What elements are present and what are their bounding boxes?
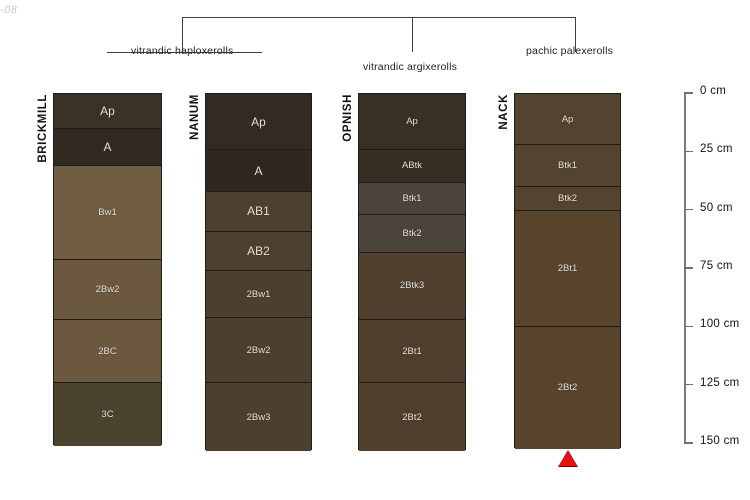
depth-axis-label: 75 cm — [700, 260, 733, 272]
soil-horizon[interactable]: ABtk — [359, 150, 465, 183]
depth-axis-tick — [684, 383, 693, 386]
horizon-label: Btk1 — [402, 192, 422, 204]
horizon-label: 2Btk3 — [399, 280, 425, 292]
horizon-label: 2Bt1 — [557, 262, 578, 274]
soil-horizon[interactable]: Btk1 — [515, 145, 620, 188]
horizon-label: 2BC — [98, 345, 117, 357]
soil-profile-nanum[interactable]: Ap A AB1 AB2 2Bw1 2Bw2 2Bw3 — [205, 93, 312, 451]
horizon-label: AB2 — [247, 243, 270, 258]
soil-horizon[interactable]: AB2 — [206, 231, 311, 272]
site-name-nanum: NANUM — [189, 94, 201, 140]
soil-horizon[interactable]: Btk2 — [359, 215, 465, 253]
soil-horizon[interactable]: 2Bt1 — [359, 320, 465, 384]
soil-profile-brickmill[interactable]: Ap A Bw1 2Bw2 2BC 3C — [53, 93, 162, 447]
soil-horizon[interactable]: Btk2 — [515, 187, 620, 211]
soil-horizon[interactable]: Btk1 — [359, 182, 465, 216]
depth-axis-tick — [684, 442, 693, 444]
depth-axis-label: 125 cm — [700, 376, 740, 389]
horizon-label: Ap — [251, 114, 266, 129]
horizon-label: Ap — [100, 104, 115, 118]
dendrogram-group-label: pachic palexerolls — [526, 45, 614, 57]
dendrogram-group-label: vitrandic haploxerolls — [131, 45, 234, 57]
horizon-label: 2Bt2 — [402, 411, 422, 423]
soil-horizon[interactable]: Bw1 — [54, 166, 161, 260]
soil-horizon[interactable]: Ap — [54, 94, 161, 129]
depth-axis-tick — [684, 92, 693, 94]
soil-horizon[interactable]: 2Bw2 — [206, 317, 311, 384]
soil-horizon[interactable]: 2Bt2 — [359, 383, 465, 451]
horizon-label: Btk1 — [557, 160, 577, 172]
horizon-label: Btk2 — [402, 227, 422, 239]
horizon-label: Ap — [561, 113, 574, 125]
dendrogram-group-label: vitrandic argixerolls — [363, 61, 458, 73]
soil-horizon[interactable]: A — [206, 150, 311, 192]
depth-axis-label: 100 cm — [700, 318, 740, 331]
soil-horizon[interactable]: 2Btk3 — [359, 252, 465, 321]
depth-axis-label: 150 cm — [700, 435, 740, 447]
soil-horizon[interactable]: AB1 — [206, 192, 311, 232]
horizon-label: ABtk — [401, 160, 423, 172]
site-name-brickmill: BRICKMILL — [37, 94, 49, 163]
site-name-nack: NACK — [498, 94, 510, 130]
depth-axis-tick — [684, 267, 693, 269]
red-triangle-marker[interactable] — [558, 450, 577, 466]
dendrogram-branch-0 — [182, 17, 183, 52]
depth-axis-tick — [684, 325, 693, 328]
depth-axis-label: 50 cm — [700, 201, 733, 214]
horizon-label: 2Bt1 — [402, 345, 422, 357]
soil-horizon[interactable]: Ap — [359, 94, 465, 150]
soil-horizon[interactable]: A — [54, 129, 161, 167]
dendrogram-branch-1 — [412, 17, 413, 52]
horizon-label: Btk2 — [557, 192, 577, 204]
horizon-label: 2Bw2 — [95, 283, 120, 295]
horizon-label: Bw1 — [98, 206, 117, 218]
dendrogram-branch-2 — [575, 17, 576, 52]
depth-axis-tick — [684, 150, 693, 153]
soil-horizon[interactable]: 2BC — [54, 320, 161, 384]
soil-horizon[interactable]: Ap — [515, 94, 620, 146]
soil-horizon[interactable]: 2Bt1 — [515, 210, 620, 328]
horizon-label: A — [103, 140, 112, 155]
horizon-label: 2Bw1 — [246, 288, 271, 300]
site-name-opnish: OPNISH — [342, 94, 354, 142]
depth-axis-tick — [684, 208, 693, 211]
soil-horizon[interactable]: Ap — [206, 94, 311, 150]
dendrogram-cluster-baseline-0 — [107, 52, 262, 53]
dendrogram-root-connector — [182, 17, 575, 18]
soil-horizon[interactable]: 2Bw2 — [54, 259, 161, 321]
soil-profile-nack[interactable]: Ap Btk1 Btk2 2Bt1 2Bt2 — [514, 93, 621, 449]
soil-horizon[interactable]: 2Bw1 — [206, 271, 311, 318]
horizon-label: 2Bw2 — [246, 344, 271, 356]
depth-axis-label: 0 cm — [700, 85, 727, 97]
horizon-label: A — [254, 163, 263, 178]
soil-horizon[interactable]: 2Bw3 — [206, 383, 311, 451]
horizon-label: AB1 — [247, 204, 270, 219]
horizon-label: 3C — [101, 409, 114, 421]
soil-horizon[interactable]: 2Bt2 — [515, 327, 620, 449]
depth-axis-label: 25 cm — [700, 143, 733, 156]
horizon-label: Ap — [406, 116, 418, 127]
horizon-label: 2Bt2 — [557, 382, 578, 394]
watermark-text: -08 — [0, 4, 18, 16]
soil-horizon[interactable]: 3C — [54, 383, 161, 447]
horizon-label: 2Bw3 — [246, 411, 271, 423]
soil-profile-opnish[interactable]: Ap ABtk Btk1 Btk2 2Btk3 2Bt1 2Bt2 — [358, 93, 466, 451]
